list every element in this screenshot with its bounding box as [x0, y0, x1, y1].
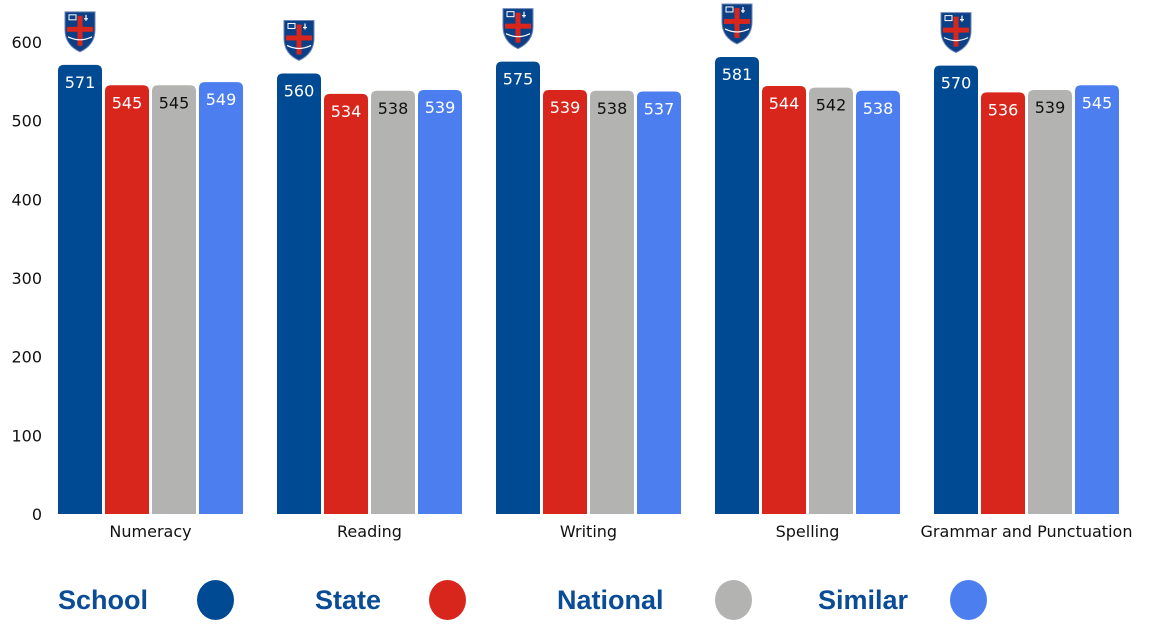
y-tick-label: 500 [11, 112, 42, 131]
data-label: 581 [722, 65, 753, 84]
y-tick-label: 200 [11, 348, 42, 367]
y-tick-label: 600 [11, 33, 42, 52]
data-label: 538 [597, 99, 628, 118]
data-label: 536 [988, 100, 1019, 119]
bar-state-spelling [762, 86, 806, 514]
y-tick-label: 400 [11, 190, 42, 209]
data-label: 539 [425, 98, 456, 117]
category-label-writing: Writing [560, 522, 617, 541]
data-label: 545 [112, 93, 143, 112]
bars [58, 56, 1119, 515]
y-tick-label: 100 [11, 426, 42, 445]
category-label-spelling: Spelling [776, 522, 840, 541]
legend-item-state: State [315, 580, 381, 620]
bar-national-grammar-and-punctuation [1028, 89, 1072, 514]
bar-national-spelling [809, 87, 853, 515]
data-label: 542 [816, 96, 847, 115]
data-label: 539 [1035, 98, 1066, 117]
category-label-numeracy: Numeracy [109, 522, 191, 541]
legend-item-national: National [557, 580, 664, 620]
legend-item-similar: Similar [818, 580, 908, 620]
bar-state-grammar-and-punctuation [981, 92, 1025, 514]
data-label: 570 [941, 74, 972, 93]
school-crest-icon [502, 8, 534, 50]
y-axis: 0 100 200 300 400 500 600 [11, 33, 42, 524]
legend-swatch-school [197, 580, 234, 620]
bar-state-numeracy [105, 85, 149, 515]
bar-national-writing [590, 90, 634, 515]
bar-school-numeracy [58, 64, 102, 515]
data-label: 537 [644, 100, 675, 119]
bar-similar-reading [418, 89, 462, 514]
school-crest-icon [721, 3, 753, 45]
data-label: 560 [284, 81, 315, 100]
data-label: 539 [550, 98, 581, 117]
category-label-grammar-and-punctuation: Grammar and Punctuation [921, 522, 1133, 541]
data-label: 544 [769, 94, 800, 113]
legend-swatch-similar [950, 580, 987, 620]
bar-similar-writing [637, 91, 681, 514]
data-label: 549 [206, 90, 237, 109]
legend-label: School [58, 584, 149, 615]
crests [64, 3, 972, 62]
data-label: 538 [378, 99, 409, 118]
bar-similar-grammar-and-punctuation [1075, 85, 1119, 515]
legend-label: State [315, 584, 382, 615]
legend-swatch-state [429, 580, 466, 620]
data-label: 538 [863, 99, 894, 118]
bar-school-writing [496, 61, 540, 515]
bar-similar-spelling [856, 90, 900, 515]
bar-similar-numeracy [199, 82, 243, 515]
category-label-reading: Reading [337, 522, 402, 541]
bar-school-spelling [715, 56, 759, 515]
data-label: 571 [65, 73, 96, 92]
bar-school-reading [277, 73, 321, 514]
bar-national-reading [371, 90, 415, 515]
bar-chart: 0 100 200 300 400 500 600 571 545 545 549 560 534 53… [11, 3, 1132, 541]
bar-national-numeracy [152, 85, 196, 515]
bar-school-grammar-and-punctuation [934, 65, 978, 514]
legend-item-school: School [58, 580, 148, 620]
legend-label: National [557, 584, 664, 615]
data-label: 534 [331, 102, 362, 121]
data-label: 545 [159, 93, 190, 112]
x-axis: Numeracy Reading Writing Spelling Grammar an… [109, 522, 1132, 541]
data-labels: 571 545 545 549 560 534 538 539 575 539 538 537 581 5… [65, 65, 1113, 121]
legend: School State National Similar [0, 572, 1157, 628]
bar-state-writing [543, 89, 587, 514]
bar-state-reading [324, 93, 368, 515]
y-tick-label: 300 [11, 269, 42, 288]
school-crest-icon [940, 12, 972, 54]
school-crest-icon [64, 11, 96, 53]
data-label: 575 [503, 70, 534, 89]
legend-swatch-national [715, 580, 752, 620]
data-label: 545 [1082, 93, 1113, 112]
y-tick-label: 0 [32, 505, 42, 524]
school-crest-icon [283, 19, 315, 62]
legend-label: Similar [818, 584, 909, 615]
